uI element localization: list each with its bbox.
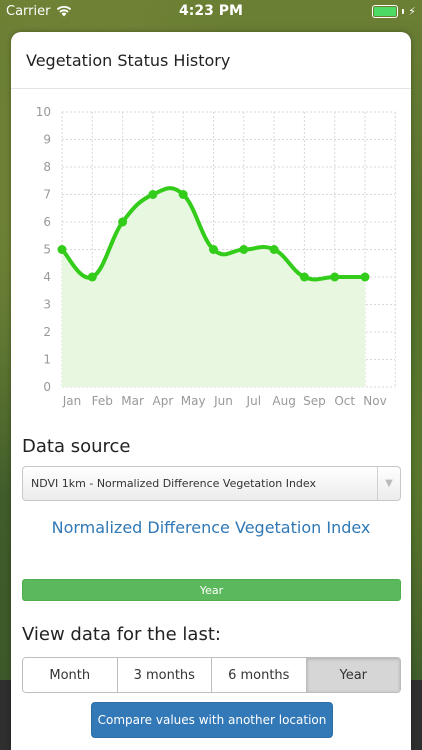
x-tick-label: Jan [62, 394, 82, 408]
carrier-label: Carrier [6, 3, 51, 19]
status-bar: Carrier 4:23 PM ⚡ [0, 0, 422, 22]
segment-year[interactable]: Year [306, 658, 400, 692]
y-tick-label: 4 [43, 270, 51, 284]
y-tick-label: 8 [43, 160, 51, 174]
chart-data-point [239, 245, 249, 254]
y-tick-label: 2 [43, 325, 51, 339]
vegetation-history-card: Vegetation Status History 0 1 2 3 4 5 6 7 8 9 10 Ja… [11, 32, 411, 750]
chart-data-point [118, 217, 128, 227]
chart-data-point [178, 190, 188, 199]
chart-data-point [299, 272, 309, 282]
battery-icon [372, 4, 399, 18]
vegetation-chart: 0 1 2 3 4 5 6 7 8 9 10 Jan Feb Mar Apr May Jun Jul Aug Sep O… [11, 92, 411, 422]
x-tick-label: Nov [363, 394, 386, 408]
segment-3-months[interactable]: 3 months [117, 658, 212, 692]
charging-icon: ⚡ [408, 4, 416, 18]
data-source-selected: NDVI 1km - Normalized Difference Vegetat… [31, 477, 316, 490]
y-tick-label: 7 [43, 188, 51, 202]
x-tick-label: Feb [92, 394, 113, 408]
chart-data-point [57, 245, 67, 254]
chart-svg: 0 1 2 3 4 5 6 7 8 9 10 Jan Feb Mar Apr May Jun Jul Aug Sep O… [36, 105, 396, 408]
battery-tip [402, 8, 405, 14]
period-bar-label: Year [199, 583, 224, 597]
chart-data-point [87, 272, 97, 282]
card-header: Vegetation Status History [11, 32, 411, 89]
period-bar: Year [22, 579, 401, 601]
chart-data-point [209, 245, 218, 254]
wifi-icon [57, 5, 72, 17]
compare-button-label: Compare values with another location [97, 713, 327, 727]
period-segmented-control: Month 3 months 6 months Year [22, 657, 401, 693]
view-data-title: View data for the last: [22, 624, 221, 645]
x-tick-label: Jun [213, 394, 233, 408]
y-tick-label: 10 [36, 105, 51, 119]
chevron-down-icon: ▼ [377, 467, 400, 500]
x-tick-label: Apr [153, 394, 174, 408]
status-time: 4:23 PM [179, 3, 243, 19]
data-source-select[interactable]: NDVI 1km - Normalized Difference Vegetat… [22, 466, 401, 501]
segment-month[interactable]: Month [23, 658, 118, 692]
y-tick-label: 1 [43, 353, 51, 367]
x-tick-label: Jul [246, 394, 261, 408]
y-tick-label: 3 [43, 298, 51, 312]
x-tick-label: May [181, 394, 206, 408]
y-tick-label: 0 [43, 380, 51, 394]
x-tick-label: Aug [272, 394, 295, 408]
y-tick-label: 9 [43, 133, 51, 147]
chart-area-fill [62, 188, 365, 387]
dataset-name-link[interactable]: Normalized Difference Vegetation Index [51, 518, 371, 537]
chart-data-point [269, 245, 279, 254]
x-tick-label: Mar [121, 394, 144, 408]
chart-data-point [330, 272, 340, 282]
compare-location-button[interactable]: Compare values with another location [91, 702, 333, 738]
chart-data-point [148, 190, 158, 199]
page-title: Vegetation Status History [26, 50, 231, 70]
y-tick-label: 6 [43, 215, 51, 229]
segment-6-months[interactable]: 6 months [212, 658, 307, 692]
data-source-title: Data source [22, 436, 131, 457]
x-tick-label: Sep [303, 394, 326, 408]
y-tick-label: 5 [43, 243, 51, 257]
chart-data-point [360, 272, 370, 282]
x-tick-label: Oct [334, 394, 355, 408]
